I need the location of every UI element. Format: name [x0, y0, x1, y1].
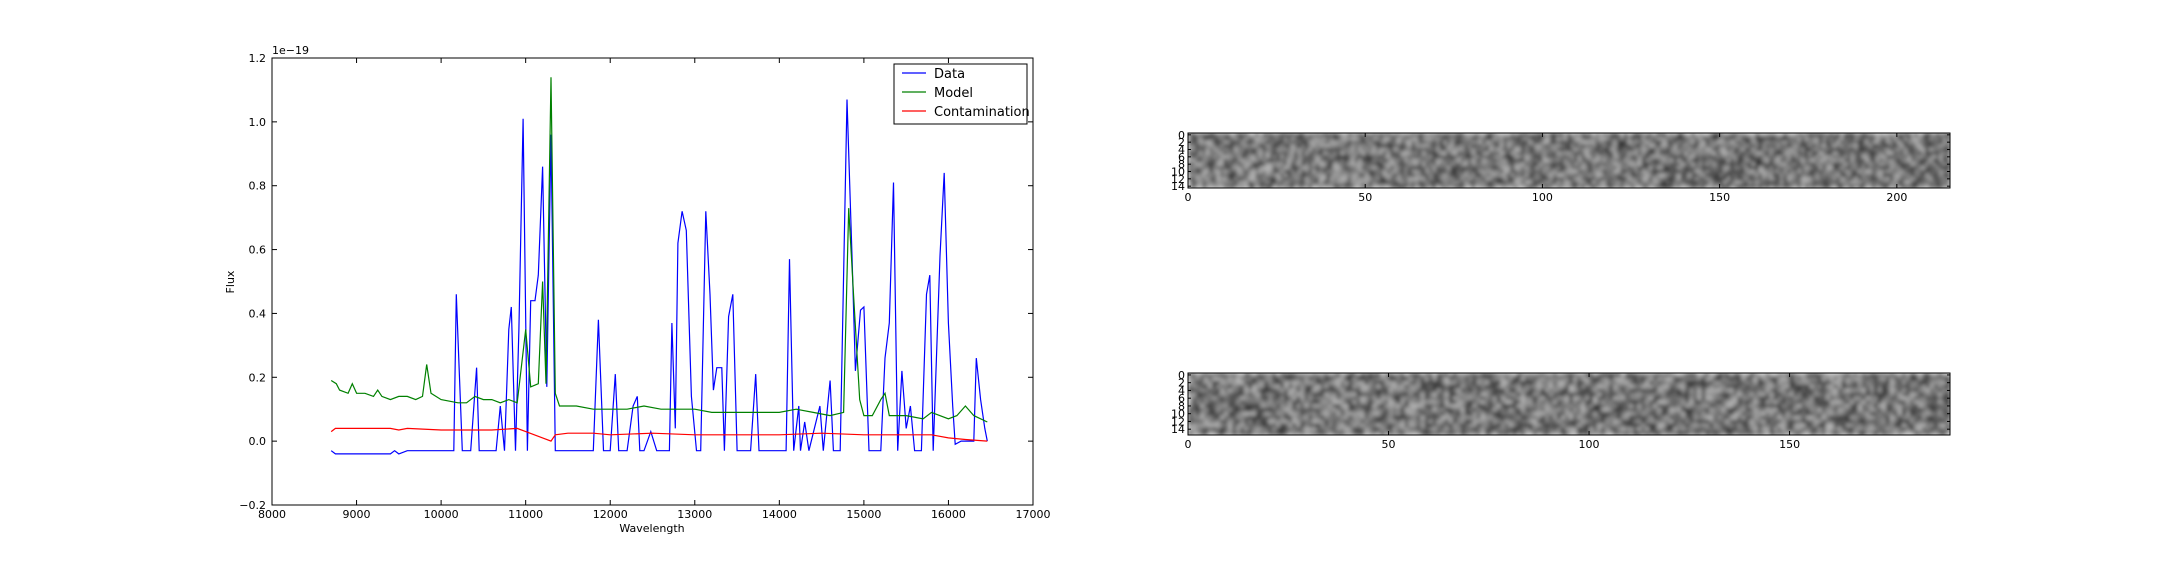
y-axis-label: Flux [224, 270, 237, 293]
heatmap-y-tick-label: 12 [1171, 173, 1185, 186]
heatmap-2-frame [1187, 372, 1951, 436]
x-axis-ticks: 8000 9000 10000 11000 12000 13000 14000 15000 16… [258, 58, 1051, 521]
y-offset-text: 1e−19 [272, 44, 309, 57]
x-tick-label: 10000 [424, 508, 459, 521]
heatmap-x-tick-label: 50 [1358, 191, 1372, 204]
heatmap-y-tick-label: 2 [1178, 136, 1185, 149]
heatmap-y-tick-label: 0 [1178, 129, 1185, 142]
x-tick-label: 9000 [343, 508, 371, 521]
x-tick-label: 12000 [593, 508, 628, 521]
heatmap-y-tick-label: 12 [1171, 415, 1185, 428]
heatmap-x-tick-label: 50 [1382, 438, 1396, 451]
series-line-data [330, 99, 988, 455]
spectrum-plot: 8000 9000 10000 11000 12000 13000 14000 15000 16… [224, 44, 1051, 535]
heatmap-y-tick-label: 0 [1178, 369, 1185, 382]
heatmap-y-tick-label: 6 [1178, 151, 1185, 164]
heatmap-x-tick-label: 0 [1185, 191, 1192, 204]
heatmap-x-tick-label: 100 [1579, 438, 1600, 451]
y-tick-label: −0.2 [239, 499, 266, 512]
series-line-model [330, 77, 988, 423]
heatmap-x-tick-label: 200 [1886, 191, 1907, 204]
x-axis-label: Wavelength [619, 522, 684, 535]
y-tick-label: 0.8 [249, 180, 267, 193]
heatmap-y-tick-label: 4 [1178, 144, 1185, 157]
heatmap-y-tick-label: 10 [1171, 166, 1185, 179]
heatmap-1-x-ticks: 0 50 100 150 200 [1185, 133, 1907, 204]
heatmap-noise [1188, 373, 1950, 435]
x-tick-label: 15000 [846, 508, 881, 521]
x-tick-label: 13000 [677, 508, 712, 521]
y-tick-label: 1.2 [249, 52, 267, 65]
heatmap-2-x-ticks: 0 50 100 150 [1185, 373, 1800, 451]
y-tick-label: 1.0 [249, 116, 267, 129]
legend-box [893, 63, 1028, 125]
heatmap-y-tick-label: 4 [1178, 384, 1185, 397]
legend-label-contamination: Contamination [934, 105, 1030, 120]
heatmap-x-tick-label: 150 [1779, 438, 1800, 451]
heatmap-y-tick-label: 14 [1171, 180, 1185, 193]
heatmap-y-tick-label: 10 [1171, 408, 1185, 421]
heatmap-y-tick-label: 6 [1178, 392, 1185, 405]
plot-frame [271, 57, 1034, 506]
y-tick-label: 0.0 [249, 435, 267, 448]
heatmap-x-tick-label: 150 [1709, 191, 1730, 204]
y-tick-label: 0.6 [249, 244, 267, 257]
y-tick-label: 0.4 [249, 307, 267, 320]
heatmap-y-tick-label: 8 [1178, 158, 1185, 171]
legend: Data Model Contamination [893, 63, 1030, 125]
heatmap-2-cells [1188, 373, 1950, 435]
heatmap-noise [1188, 133, 1950, 188]
x-tick-label: 16000 [931, 508, 966, 521]
x-tick-label: 17000 [1016, 508, 1051, 521]
y-tick-label: 0.2 [249, 371, 267, 384]
legend-label-model: Model [934, 86, 973, 101]
heatmap-1-cells [1188, 133, 1950, 188]
x-tick-label: 8000 [258, 508, 286, 521]
x-tick-label: 11000 [508, 508, 543, 521]
y-axis-ticks: −0.2 0.0 0.2 0.4 0.6 0.8 1.0 1.2 [239, 52, 1033, 512]
heatmap-y-tick-label: 2 [1178, 377, 1185, 390]
heatmap-y-tick-label: 8 [1178, 400, 1185, 413]
legend-label-data: Data [934, 67, 965, 82]
x-tick-label: 14000 [762, 508, 797, 521]
series-line-contamination [330, 427, 988, 442]
plot-series-group [330, 77, 988, 455]
heatmap-1-frame [1187, 132, 1951, 189]
heatmap-x-tick-label: 0 [1185, 438, 1192, 451]
heatmap-x-tick-label: 100 [1532, 191, 1553, 204]
heatmap-y-tick-label: 14 [1171, 423, 1185, 436]
